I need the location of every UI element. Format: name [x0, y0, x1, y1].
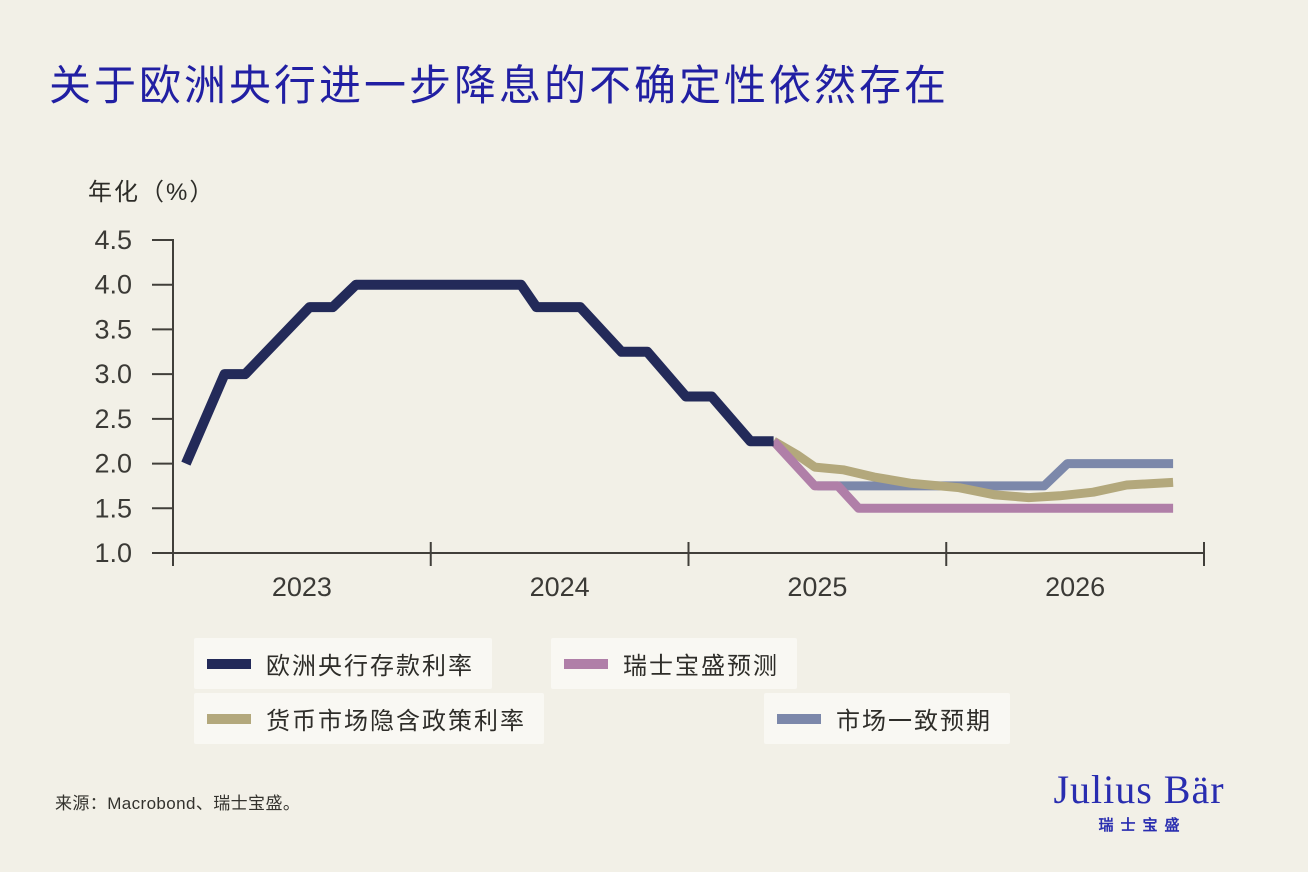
svg-text:3.5: 3.5 [94, 314, 132, 344]
svg-text:4.0: 4.0 [94, 270, 132, 300]
svg-text:2025: 2025 [787, 572, 847, 602]
legend-swatch-navy [207, 658, 251, 669]
y-axis-label: 年化（%） [88, 179, 216, 206]
source-text: 来源：Macrobond、瑞士宝盛。 [55, 794, 301, 813]
legend-label: 瑞士宝盛预测 [623, 653, 779, 680]
legend-label: 货币市场隐含政策利率 [266, 708, 526, 735]
svg-text:3.0: 3.0 [94, 359, 132, 389]
svg-text:2.5: 2.5 [94, 404, 132, 434]
julius-baer-logo-chinese: 瑞士宝盛 [1098, 817, 1187, 834]
julius-baer-logo: Julius Bär [1053, 767, 1225, 812]
svg-text:1.5: 1.5 [94, 493, 132, 523]
legend-label: 欧洲央行存款利率 [266, 653, 474, 680]
legend-item-ecb-deposit-rate: 欧洲央行存款利率 [194, 638, 492, 689]
brand-logo: Julius Bär 瑞士宝盛 [1030, 768, 1248, 835]
legend-swatch-bluegray [777, 713, 821, 724]
legend-label: 市场一致预期 [836, 708, 992, 735]
svg-text:2026: 2026 [1045, 572, 1105, 602]
svg-text:4.5: 4.5 [94, 225, 132, 255]
legend-swatch-khaki [207, 713, 251, 724]
legend-item-market-consensus: 市场一致预期 [764, 693, 1010, 744]
legend-item-money-market-implied-rate: 货币市场隐含政策利率 [194, 693, 544, 744]
svg-text:2024: 2024 [530, 572, 590, 602]
legend-swatch-pink [564, 658, 608, 669]
page-title: 关于欧洲央行进一步降息的不确定性依然存在 [49, 62, 950, 109]
legend-item-julius-baer-forecast: 瑞士宝盛预测 [551, 638, 797, 689]
svg-text:1.0: 1.0 [94, 538, 132, 568]
svg-text:2.0: 2.0 [94, 449, 132, 479]
svg-text:2023: 2023 [272, 572, 332, 602]
